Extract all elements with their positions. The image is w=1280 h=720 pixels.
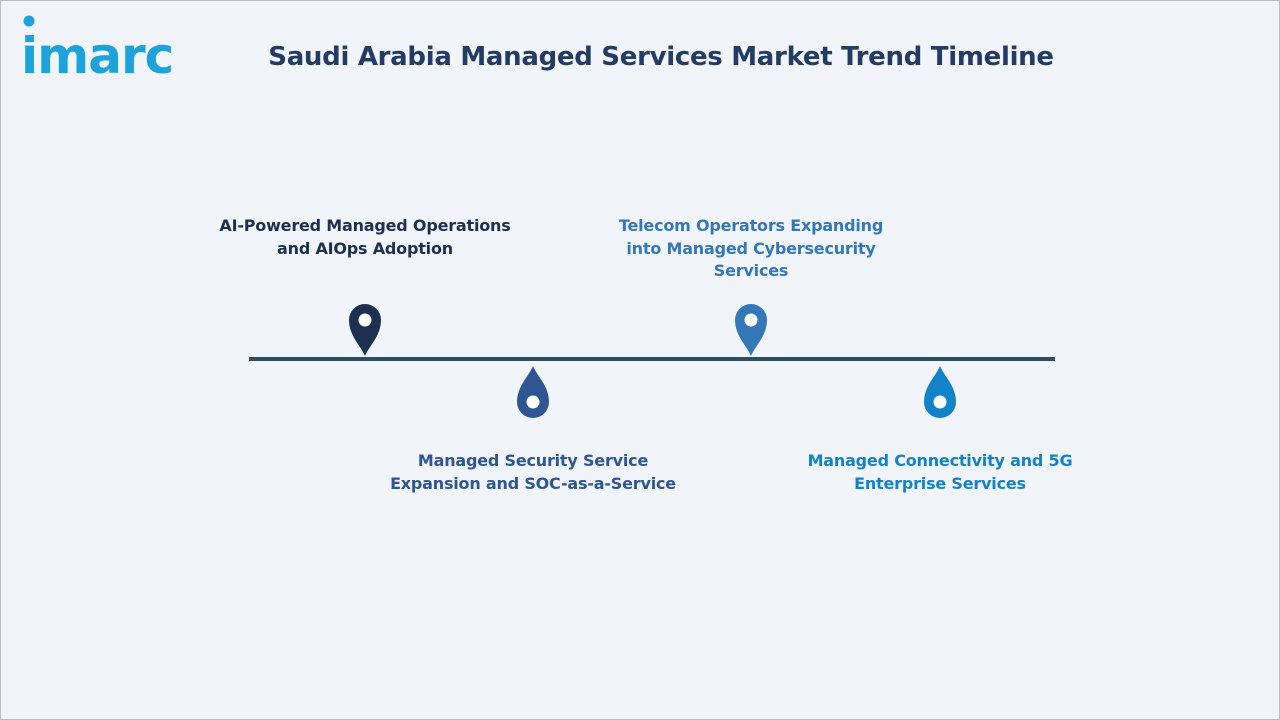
milestone-label-1: AI-Powered Managed Operations and AIOps …	[219, 216, 511, 258]
pin-body	[924, 366, 956, 418]
pin-hole	[744, 313, 758, 327]
imarc-logo: imarc	[21, 15, 211, 83]
page-title: Saudi Arabia Managed Services Market Tre…	[268, 42, 1054, 72]
pin-hole	[526, 395, 540, 409]
milestone-label-3: Telecom Operators Expanding into Managed…	[618, 216, 884, 280]
drop-pin-icon	[923, 365, 957, 419]
logo-dot-icon	[23, 15, 35, 27]
map-pin-icon	[348, 303, 382, 357]
pin-hole	[933, 395, 947, 409]
pin-body	[517, 366, 549, 418]
milestone-label-4: Managed Connectivity and 5G Enterprise S…	[807, 451, 1073, 493]
pin-body	[349, 304, 381, 356]
timeline-axis	[249, 357, 1055, 361]
milestone-label-2: Managed Security Service Expansion and S…	[390, 451, 676, 493]
pin-hole	[358, 313, 372, 327]
logo-text: imarc	[21, 27, 173, 83]
drop-pin-icon	[516, 365, 550, 419]
pin-body	[735, 304, 767, 356]
map-pin-icon	[734, 303, 768, 357]
